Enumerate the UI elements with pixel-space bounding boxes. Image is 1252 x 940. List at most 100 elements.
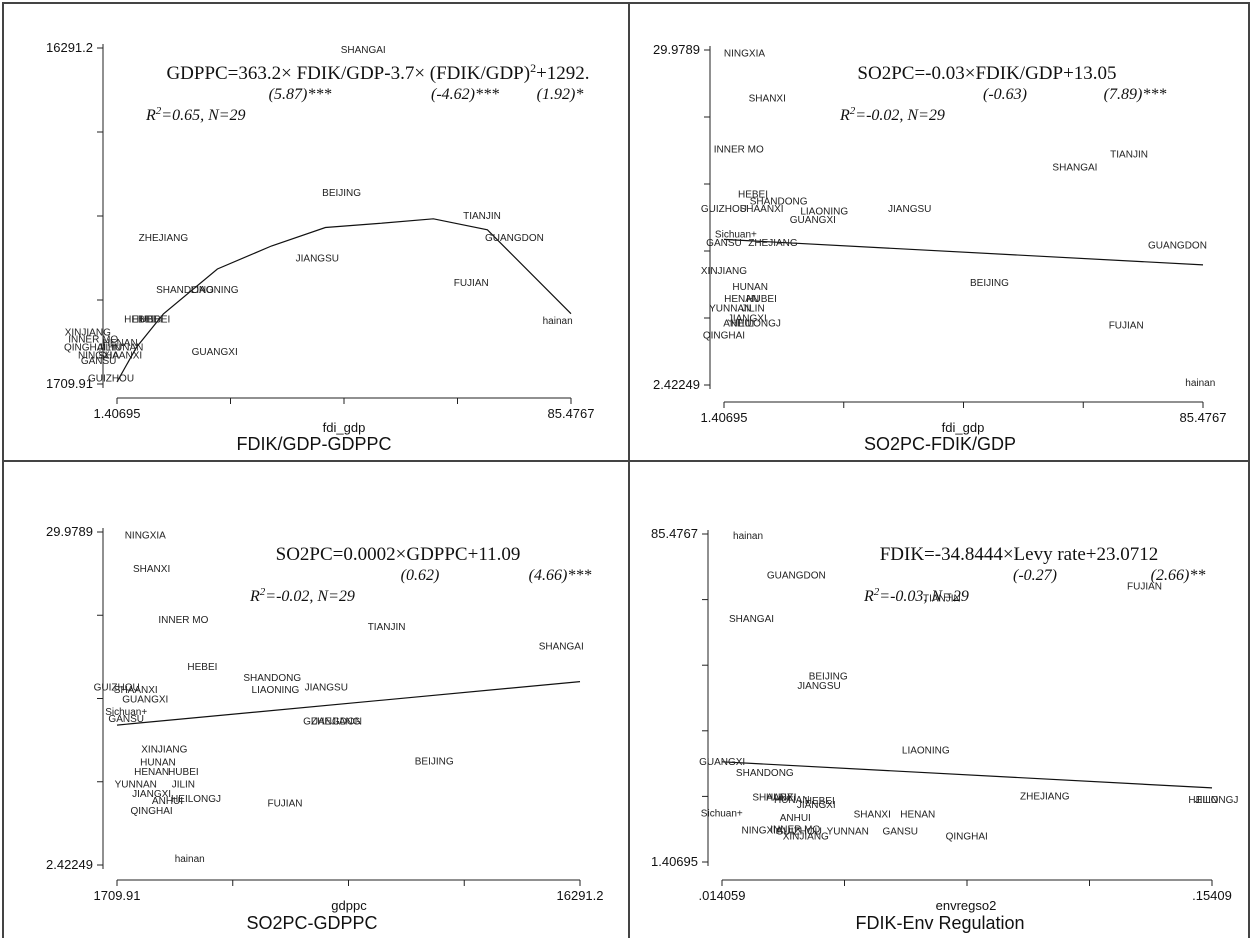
point-label: HENAN <box>103 338 138 349</box>
point-label: NINGXIA <box>125 530 166 541</box>
r-squared-label: R2=0.65, N=29 <box>145 105 246 124</box>
point-label: FUJIAN <box>267 799 302 810</box>
regression-equation: SO2PC=0.0002×GDPPC+11.09 <box>276 544 521 565</box>
point-label: GUIZHOU <box>701 204 747 215</box>
point-label: HEBEI <box>805 796 835 807</box>
point-label: INNER MO <box>714 144 764 155</box>
y-tick-label-min: 1.40695 <box>651 854 698 869</box>
point-label: HUBEI <box>746 294 777 305</box>
point-label: HUNAN <box>108 342 144 353</box>
point-label: TIANJIN <box>368 622 406 633</box>
point-label: SHANDONG <box>750 197 808 208</box>
x-axis-label: fdi_gdp <box>942 420 985 435</box>
point-label: FUJIAN <box>1127 582 1162 593</box>
x-tick-label-max: 85.4767 <box>1180 410 1227 425</box>
point-label: QINGHAI <box>64 342 106 353</box>
point-label: JIANGXI <box>132 789 171 800</box>
point-label: GUANGXI <box>192 347 238 358</box>
point-label: YUNNAN <box>827 827 869 838</box>
fitted-line <box>116 681 581 726</box>
point-label: LIAONING <box>191 285 239 296</box>
point-label: HEBEI <box>140 315 170 326</box>
y-tick-label-max: 29.9789 <box>653 42 700 57</box>
point-label: SHAANXI <box>752 792 796 803</box>
point-label: Sichuan+ <box>105 707 147 718</box>
point-label: GUIZHOU <box>776 827 822 838</box>
point-label: SHANGAI <box>729 614 774 625</box>
point-label: ZHEJIANG <box>1020 791 1070 802</box>
point-label: hainan <box>1185 378 1215 389</box>
y-tick-label-min: 2.42249 <box>653 377 700 392</box>
point-label: HEILONGJ <box>1188 795 1238 806</box>
point-label: GANSU <box>81 356 117 367</box>
x-tick-label-min: 1.40695 <box>701 410 748 425</box>
point-label: JIANGXI <box>797 800 836 811</box>
point-label: XINJIANG <box>65 327 111 338</box>
point-label: BEIJING <box>970 278 1009 289</box>
point-label: TIANJIN <box>1110 149 1148 160</box>
point-label: GUIZHOU <box>88 373 134 384</box>
x-tick-label-min: 1709.91 <box>94 888 141 903</box>
r-squared-label: R2=-0.02, N=29 <box>249 586 355 605</box>
x-tick-label-min: 1.40695 <box>94 406 141 421</box>
t-statistic: (-0.27) <box>1013 567 1057 584</box>
point-label: NINGXIA <box>741 825 782 836</box>
point-label: GANSU <box>108 714 144 725</box>
point-label: XINJIANG <box>783 831 829 842</box>
point-label: BEIJING <box>415 756 454 767</box>
point-label: QINGHAI <box>946 831 988 842</box>
point-label: Sichuan+ <box>701 808 743 819</box>
point-label: TIANJIN <box>463 211 501 222</box>
point-label: BEIJING <box>809 671 848 682</box>
point-label: HEILONGJ <box>731 318 781 329</box>
point-label: hainan <box>175 854 205 865</box>
point-label: HENAN <box>900 809 935 820</box>
point-label: HUBEI <box>168 767 199 778</box>
point-label: GUANGXI <box>122 695 168 706</box>
point-label: NINGXIA <box>724 48 765 59</box>
point-label: SHANGAI <box>341 45 386 56</box>
point-label: QINGHAI <box>130 806 172 817</box>
point-label: HUNAN <box>732 282 768 293</box>
x-axis-label: envregso2 <box>936 898 997 913</box>
point-label: GUIZHOU <box>94 683 140 694</box>
point-label: INNER MO <box>770 824 820 835</box>
point-label: JILIN <box>1195 795 1218 806</box>
point-label: hainan <box>733 531 763 542</box>
regression-equation: SO2PC=-0.03×FDIK/GDP+13.05 <box>857 63 1116 84</box>
point-label: YUNNAN <box>115 779 157 790</box>
point-label: ZHEJIANG <box>311 716 361 727</box>
y-tick-label-max: 16291.2 <box>46 40 93 55</box>
point-label: GUANGXI <box>790 215 836 226</box>
point-label: JIANGSU <box>888 204 931 215</box>
r-squared-label: R2=-0.02, N=29 <box>839 105 945 124</box>
point-label: LIAONING <box>252 685 300 696</box>
point-label: INNER MO <box>158 615 208 626</box>
point-label: SHAANXI <box>98 350 142 361</box>
point-label: GUANGDON <box>767 571 826 582</box>
point-label: ANHUI <box>780 813 811 824</box>
point-label: SHANGAI <box>539 642 584 653</box>
point-label: HUBEI <box>132 315 163 326</box>
t-statistic: (2.66)** <box>1151 567 1206 584</box>
point-label: YUNNAN <box>709 304 751 315</box>
point-label: LIAONING <box>800 206 848 217</box>
point-label: JIANGSU <box>305 683 348 694</box>
point-label: SHANXI <box>133 564 170 575</box>
x-axis-label: fdi_gdp <box>323 420 366 435</box>
point-label: XINJIANG <box>701 266 747 277</box>
point-label: HUNAN <box>774 795 810 806</box>
t-statistic: (4.66)*** <box>529 567 592 584</box>
r-squared-label: R2=-0.03, N=29 <box>863 586 969 605</box>
regression-equation: FDIK=-34.8444×Levy rate+23.0712 <box>880 544 1159 565</box>
point-label: HUNAN <box>140 758 176 769</box>
point-label: ZHEJIANG <box>748 238 798 249</box>
point-label: JIANGXI <box>728 313 767 324</box>
point-label: INNER MO <box>68 334 118 345</box>
t-statistic: (5.87)*** <box>269 86 332 103</box>
point-label: SHANDONG <box>156 285 214 296</box>
regression-equation: GDPPC=363.2× FDIK/GDP-3.7× (FDIK/GDP)2+1… <box>166 61 589 84</box>
